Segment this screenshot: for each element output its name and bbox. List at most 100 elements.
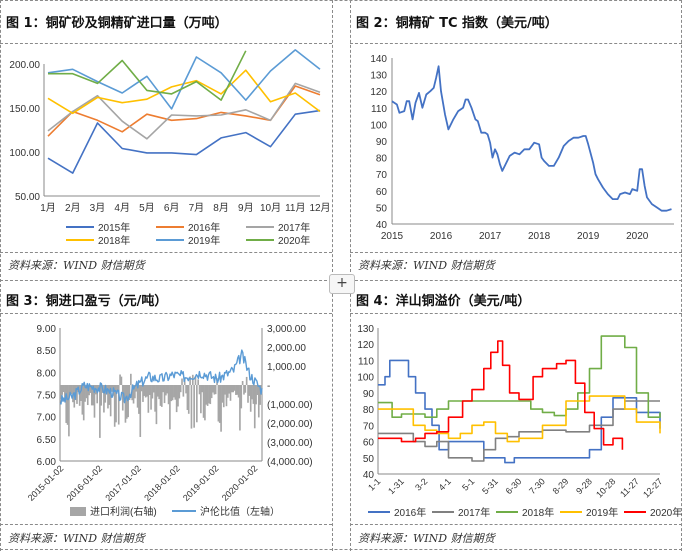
divider-mid-right bbox=[350, 280, 682, 281]
y-tick-label: 100.00 bbox=[9, 148, 40, 159]
profit-bar bbox=[177, 385, 179, 407]
profit-bar bbox=[84, 385, 86, 402]
y-tick-label: 80 bbox=[363, 405, 375, 416]
divider-src-left bbox=[0, 252, 332, 253]
profit-bar bbox=[76, 385, 78, 404]
y-left-tick-label: 8.50 bbox=[37, 346, 57, 357]
y-tick-label: 140 bbox=[370, 54, 387, 65]
profit-bar bbox=[88, 385, 90, 396]
profit-bar bbox=[170, 385, 173, 402]
y-tick-label: 100 bbox=[370, 120, 387, 131]
profit-bar bbox=[222, 385, 225, 408]
profit-bar bbox=[124, 385, 127, 423]
legend-label: 2020年 bbox=[650, 506, 682, 519]
profit-bar bbox=[206, 385, 209, 406]
profit-bar bbox=[128, 385, 131, 401]
profit-bar bbox=[125, 385, 128, 419]
legend-label: 2016年 bbox=[394, 506, 426, 519]
profit-bar bbox=[116, 385, 119, 391]
divider-mid-left bbox=[0, 280, 332, 281]
profit-bar bbox=[213, 385, 216, 395]
add-button[interactable]: + bbox=[329, 274, 355, 294]
divider-bottom bbox=[0, 549, 682, 550]
profit-bar bbox=[66, 385, 69, 425]
y-tick-label: 130 bbox=[370, 71, 387, 82]
y-left-tick-label: 7.00 bbox=[37, 413, 57, 424]
profit-bar bbox=[136, 385, 139, 408]
profit-bar bbox=[151, 385, 154, 399]
profit-bar bbox=[204, 385, 206, 421]
profit-bar bbox=[197, 379, 200, 385]
profit-bar bbox=[60, 385, 62, 400]
profit-bar bbox=[113, 385, 116, 427]
y-right-tick-label: (2,000.00) bbox=[267, 419, 313, 430]
x-tick-label: 9月 bbox=[238, 202, 254, 214]
profit-bar bbox=[81, 385, 84, 415]
profit-bar bbox=[135, 385, 138, 392]
profit-bar bbox=[107, 385, 109, 409]
chart3-source: 资料来源：WIND 财信期货 bbox=[8, 532, 145, 545]
profit-bar bbox=[245, 376, 248, 385]
x-tick-label: 2020 bbox=[626, 231, 649, 242]
profit-bar bbox=[201, 385, 204, 393]
x-tick-label: 7月 bbox=[189, 202, 205, 214]
x-tick-label: 1月 bbox=[40, 202, 56, 214]
chart1-title: 图 1：铜矿砂及铜精矿进口量（万吨） bbox=[6, 16, 228, 31]
y-right-tick-label: 2,000.00 bbox=[267, 343, 306, 354]
premium-line-2018年 bbox=[378, 335, 661, 418]
profit-bar bbox=[241, 381, 244, 385]
y-right-tick-label: 1,000.00 bbox=[267, 362, 306, 373]
ratio-line bbox=[59, 349, 263, 405]
y-tick-label: 80 bbox=[376, 154, 388, 165]
profit-bar bbox=[231, 385, 233, 393]
x-tick-label: 3-2 bbox=[413, 476, 429, 492]
profit-bar bbox=[235, 385, 237, 395]
profit-bar bbox=[178, 385, 181, 399]
y-tick-label: 60 bbox=[376, 187, 388, 198]
profit-bar bbox=[115, 385, 117, 423]
legend-label: 2017年 bbox=[458, 506, 490, 519]
y-tick-label: 40 bbox=[363, 470, 375, 481]
profit-bar bbox=[179, 385, 182, 393]
x-tick-label: 2016-01-02 bbox=[65, 463, 105, 503]
y-left-tick-label: 6.50 bbox=[37, 435, 57, 446]
profit-bar bbox=[229, 385, 232, 401]
profit-bar bbox=[259, 385, 261, 405]
y-tick-label: 40 bbox=[376, 220, 388, 231]
x-tick-label: 6-30 bbox=[504, 476, 524, 496]
profit-bar bbox=[142, 385, 144, 402]
profit-bar bbox=[175, 385, 178, 413]
profit-bar bbox=[90, 385, 93, 406]
x-tick-label: 2019 bbox=[577, 231, 600, 242]
profit-bar bbox=[111, 385, 113, 392]
profit-bar bbox=[130, 373, 132, 385]
x-tick-label: 2017-01-02 bbox=[103, 463, 143, 503]
x-tick-label: 2018-01-02 bbox=[142, 463, 182, 503]
legend-label: 2019年 bbox=[586, 506, 618, 519]
profit-bar bbox=[61, 385, 63, 395]
chart4-source: 资料来源：WIND 财信期货 bbox=[358, 532, 495, 545]
profit-bar bbox=[119, 374, 121, 385]
profit-bar bbox=[253, 385, 256, 429]
profit-bar bbox=[228, 385, 230, 394]
profit-bar bbox=[169, 385, 171, 430]
profit-bar bbox=[212, 385, 214, 393]
profit-bar bbox=[202, 385, 205, 418]
tc-index-line bbox=[391, 65, 672, 212]
y-tick-label: 130 bbox=[357, 324, 374, 335]
x-tick-label: 6月 bbox=[164, 202, 180, 214]
profit-bar bbox=[86, 385, 89, 406]
profit-bar bbox=[92, 385, 94, 406]
profit-bar bbox=[182, 385, 185, 397]
profit-bar bbox=[154, 385, 156, 412]
x-tick-label: 7-30 bbox=[527, 476, 547, 496]
series-line-2019年 bbox=[47, 49, 321, 110]
legend-label-profit: 进口利润(右轴) bbox=[90, 505, 157, 518]
profit-bar bbox=[159, 385, 162, 406]
y-tick-label: 120 bbox=[357, 340, 374, 351]
y-right-tick-label: (4,000.00) bbox=[267, 457, 313, 468]
x-tick-label: 2019-01-02 bbox=[181, 463, 221, 503]
x-tick-label: 5-31 bbox=[480, 476, 500, 496]
series-line-2015年 bbox=[47, 109, 321, 174]
x-tick-label: 2015 bbox=[381, 231, 404, 242]
